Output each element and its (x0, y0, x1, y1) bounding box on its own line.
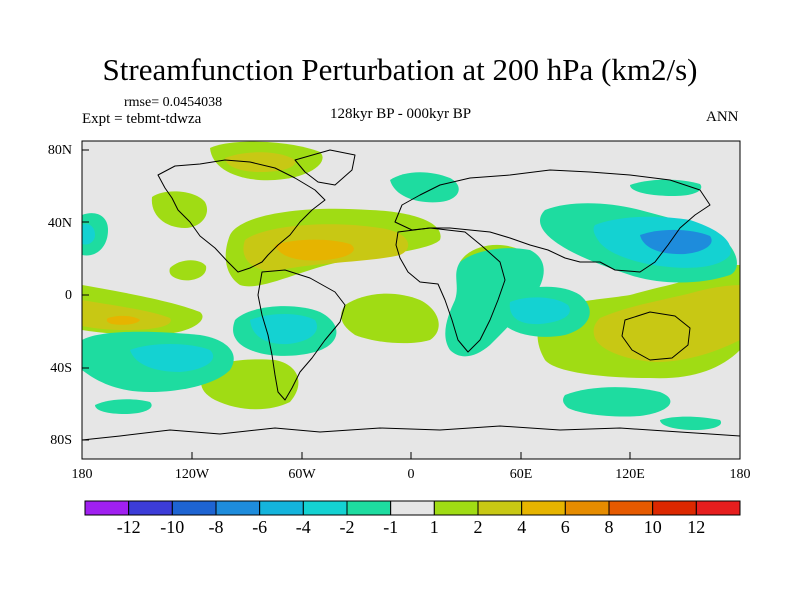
colorbar-swatch (564, 500, 610, 516)
colorbar-label: 12 (687, 517, 706, 537)
anomaly-fields-positive-4-6 (106, 239, 354, 325)
coast-africa (395, 227, 506, 353)
subtitle: 128kyr BP - 000kyr BP (330, 106, 472, 122)
lon-label-180w: 180 (71, 467, 93, 482)
colorbar-swatch (608, 500, 654, 516)
colorbar-label: -10 (160, 517, 185, 537)
colorbar-swatch (346, 500, 392, 516)
lat-label-40s: 40S (50, 361, 72, 376)
coastlines (82, 149, 740, 459)
coast-australia (621, 311, 691, 361)
colorbar-label: -8 (208, 517, 224, 537)
coast-south-america (257, 269, 346, 401)
colorbar-swatch (521, 500, 566, 516)
colorbar-swatch (433, 500, 479, 516)
experiment-label: Expt = tebmt-tdwza (82, 111, 202, 127)
lon-label-0: 0 (407, 467, 415, 482)
colorbar-label: 2 (473, 517, 483, 537)
season-label: ANN (706, 109, 739, 125)
lon-label-120e: 120E (615, 467, 645, 482)
colorbar-label: 10 (643, 517, 662, 537)
colorbar-label: -1 (383, 517, 399, 537)
coast-antarctica (82, 425, 740, 459)
axis-ticks (82, 149, 631, 459)
colorbar-label: -2 (339, 517, 355, 537)
colorbar-label: 8 (604, 517, 614, 537)
lon-label-60w: 60W (288, 467, 316, 482)
lat-label-80s: 80S (50, 433, 72, 448)
colorbar (84, 500, 741, 516)
colorbar-label: -6 (252, 517, 268, 537)
colorbar-swatch (171, 500, 217, 516)
colorbar-swatch (259, 500, 304, 516)
colorbar-swatch (215, 500, 261, 516)
colorbar-swatch (302, 500, 348, 516)
coast-europe-asia (394, 169, 711, 273)
anomaly-fields-negative-4-6 (640, 229, 712, 255)
colorbar-label: 1 (429, 517, 439, 537)
lon-label-60e: 60E (509, 467, 533, 482)
chart-title: Streamfunction Perturbation at 200 hPa (… (102, 52, 698, 87)
lon-label-120w: 120W (174, 467, 210, 482)
colorbar-label: -4 (295, 517, 311, 537)
colorbar-swatch (128, 500, 173, 516)
colorbar-label: -12 (116, 517, 141, 537)
rmse-label: rmse= 0.0454038 (124, 95, 223, 110)
colorbar-swatch (695, 500, 741, 516)
colorbar-label: 6 (560, 517, 570, 537)
lon-label-180e: 180 (729, 467, 751, 482)
coast-greenland (294, 149, 356, 186)
anomaly-fields-positive-2-4 (82, 152, 740, 362)
colorbar-swatch (652, 500, 697, 516)
colorbar-swatch (84, 500, 130, 516)
lat-label-40n: 40N (47, 216, 72, 231)
lat-label-80n: 80N (47, 143, 72, 158)
lat-label-eq: 0 (65, 288, 72, 303)
colorbar-swatch (390, 500, 435, 516)
colorbar-swatch (477, 500, 523, 516)
map-panel (82, 141, 740, 459)
colorbar-label: 4 (517, 517, 527, 537)
coast-north-america (157, 159, 326, 273)
